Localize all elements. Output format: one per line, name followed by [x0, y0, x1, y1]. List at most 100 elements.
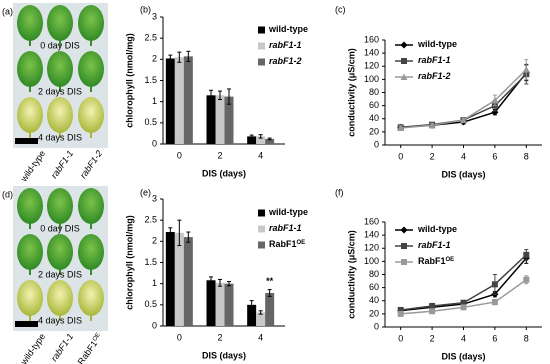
genotype-label: rabF1-1	[49, 149, 75, 181]
bar	[247, 304, 257, 326]
y-tick-label: 100	[364, 256, 379, 266]
genotype-label: wild-type	[18, 332, 47, 364]
legend-name: rabF1-2	[269, 56, 302, 66]
y-tick-label: 2.5	[144, 215, 157, 225]
panel-label: (a)	[2, 6, 13, 16]
leaf	[47, 280, 73, 316]
leaf	[47, 188, 73, 224]
y-axis-title: chlorophyll (nmol/mg)	[124, 215, 134, 310]
x-axis-title: DIS (days)	[441, 169, 485, 179]
bar	[183, 56, 193, 145]
y-tick-label: 40	[369, 113, 379, 123]
legend-name: rabF1-1	[418, 240, 451, 250]
y-tick-label: 80	[369, 269, 379, 279]
legend-label: wild-type	[417, 224, 457, 234]
marker	[523, 276, 530, 283]
bar	[174, 57, 184, 144]
y-tick-label: 40	[369, 295, 379, 305]
marker	[460, 304, 467, 311]
y-tick-label: 0	[152, 138, 157, 148]
leaf	[47, 234, 73, 270]
bar	[215, 282, 225, 326]
panel-label: (c)	[335, 4, 346, 14]
y-tick-label: 2.5	[144, 33, 157, 43]
legend-name: RabF1	[418, 256, 446, 266]
legend-name: rabF1-2	[418, 71, 451, 81]
legend-label: rabF1-1	[418, 240, 451, 250]
leaf	[17, 51, 43, 87]
marker	[397, 306, 404, 313]
photo-row-label: 4 days DIS	[38, 132, 82, 142]
y-tick-label: 2	[152, 54, 157, 64]
x-tick-label: 8	[524, 333, 529, 343]
genotype-label: rabF1-2	[78, 149, 104, 181]
y-tick-label: 0	[152, 320, 157, 330]
x-tick-label: 6	[492, 151, 497, 161]
photo-row-label: 2 days DIS	[38, 269, 82, 279]
annotation: **	[266, 276, 274, 286]
bar	[265, 138, 275, 144]
x-tick-label: 2	[217, 332, 222, 342]
y-tick-label: 20	[369, 308, 379, 318]
legend-marker	[401, 243, 407, 249]
scale-bar	[15, 138, 38, 144]
leaf	[17, 5, 43, 41]
marker	[429, 303, 436, 309]
marker	[491, 299, 498, 306]
legend-label: wild-type	[417, 39, 457, 49]
y-tick-label: 0.5	[144, 299, 157, 309]
photo-row-label: 2 days DIS	[38, 86, 82, 96]
bar	[206, 280, 216, 326]
marker	[460, 116, 467, 124]
leaf	[78, 97, 104, 133]
leaf	[17, 234, 43, 270]
bar	[165, 232, 175, 326]
marker	[523, 251, 530, 258]
marker	[429, 308, 436, 315]
genotype-label: wild-type	[18, 149, 47, 185]
genotype-name: rabF1-1	[49, 332, 75, 364]
scale-bar	[15, 321, 38, 327]
legend-swatch	[258, 42, 265, 50]
legend-label: rabF1-1	[269, 40, 302, 50]
legend-label: rabF1-2	[418, 71, 451, 81]
y-tick-label: 1.5	[144, 257, 157, 267]
x-tick-label: 2	[430, 333, 435, 343]
legend-label: rabF1-1	[269, 223, 302, 233]
legend-label: RabF1OE	[418, 256, 454, 266]
y-tick-label: 1	[152, 278, 157, 288]
legend-marker	[401, 58, 407, 64]
marker	[491, 96, 499, 104]
bar	[224, 96, 234, 144]
marker	[428, 121, 436, 129]
y-tick-label: 140	[364, 230, 379, 240]
y-tick-label: 0	[374, 321, 379, 331]
x-axis-title: DIS (days)	[202, 350, 246, 360]
legend-label: RabF1OE	[269, 239, 305, 249]
y-tick-label: 3	[152, 11, 157, 21]
bar	[224, 283, 234, 326]
y-tick-label: 120	[364, 61, 379, 71]
y-tick-label: 20	[369, 126, 379, 136]
leaf	[78, 188, 104, 224]
genotype-label: RabF1OE	[76, 332, 105, 364]
leaf	[47, 51, 73, 87]
panel-label: (d)	[2, 189, 13, 199]
legend-marker	[400, 226, 408, 234]
marker	[460, 299, 467, 306]
y-tick-label: 60	[369, 100, 379, 110]
legend-swatch	[258, 58, 265, 66]
bar	[174, 232, 184, 326]
y-tick-label: 160	[364, 34, 379, 44]
genotype-name: wild-type	[18, 332, 47, 364]
legend-swatch	[258, 209, 265, 217]
y-tick-label: 100	[364, 74, 379, 84]
x-tick-label: 0	[177, 150, 182, 160]
bar	[183, 237, 193, 326]
bar	[215, 95, 225, 144]
x-axis-title: DIS (days)	[441, 351, 485, 361]
legend-name: wild-type	[268, 24, 308, 34]
x-tick-label: 4	[461, 333, 466, 343]
legend-name: rabF1-1	[269, 223, 302, 233]
legend-name: RabF1	[269, 239, 297, 249]
